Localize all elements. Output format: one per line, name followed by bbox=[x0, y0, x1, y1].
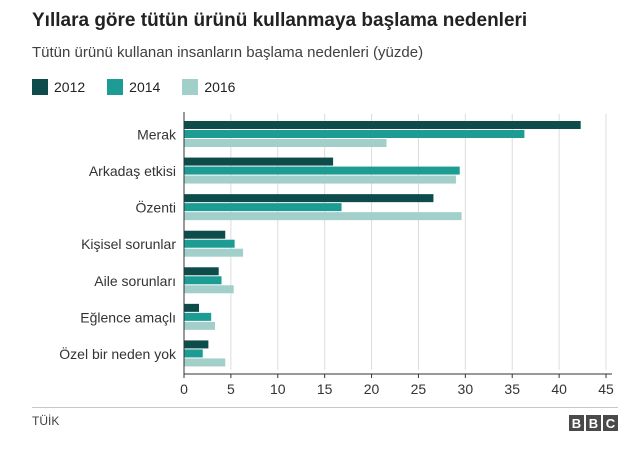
chart-subtitle: Tütün ürünü kullanan insanların başlama … bbox=[32, 44, 424, 61]
category-label: Kişisel sorunlar bbox=[81, 236, 176, 252]
bbc-logo-letter: B bbox=[586, 415, 601, 431]
x-tick-label: 40 bbox=[551, 381, 567, 397]
bar-e-lence-ama-l-2016 bbox=[184, 321, 215, 330]
bar-zenti-2014 bbox=[184, 203, 342, 212]
x-tick-label: 0 bbox=[180, 381, 188, 397]
bar-merak-2016 bbox=[184, 139, 387, 147]
x-tick-label: 5 bbox=[227, 381, 235, 397]
bar-zenti-2012 bbox=[184, 194, 434, 203]
x-tick-label: 30 bbox=[458, 381, 474, 397]
legend-label-2012: 2012 bbox=[54, 79, 86, 95]
bar-arkada-etkisi-2016 bbox=[184, 175, 456, 184]
bar-ki-isel-sorunlar-2014 bbox=[184, 239, 235, 248]
bar-e-lence-ama-l-2012 bbox=[184, 303, 200, 312]
bar-aile-sorunlar-2016 bbox=[184, 285, 234, 294]
legend-item-2014: 2014 bbox=[107, 79, 160, 95]
x-tick-label: 35 bbox=[504, 381, 520, 397]
bbc-logo-letter: B bbox=[569, 415, 584, 431]
category-label: Merak bbox=[137, 127, 177, 143]
legend-swatch-2012 bbox=[32, 79, 48, 95]
bar-arkada-etkisi-2012 bbox=[184, 157, 334, 166]
legend: 2012 2014 2016 bbox=[32, 79, 257, 95]
bar-zel-bir-neden-yok-2012 bbox=[184, 340, 209, 349]
legend-swatch-2016 bbox=[182, 79, 199, 95]
bar-ki-isel-sorunlar-2012 bbox=[184, 230, 226, 239]
bar-e-lence-ama-l-2014 bbox=[184, 312, 212, 321]
category-label: Eğlence amaçlı bbox=[80, 309, 176, 325]
x-tick-label: 25 bbox=[411, 381, 427, 397]
legend-swatch-2014 bbox=[107, 79, 124, 95]
legend-item-2016: 2016 bbox=[182, 79, 235, 95]
bar-arkada-etkisi-2014 bbox=[184, 166, 460, 175]
x-tick-label: 20 bbox=[364, 381, 380, 397]
bar-aile-sorunlar-2012 bbox=[184, 267, 219, 276]
category-label: Özenti bbox=[136, 199, 176, 216]
bbc-logo-letter: C bbox=[603, 415, 618, 431]
legend-label-2016: 2016 bbox=[204, 79, 236, 95]
x-tick-label: 45 bbox=[598, 381, 614, 397]
chart-title: Yıllara göre tütün ürünü kullanmaya başl… bbox=[32, 10, 528, 31]
bar-ki-isel-sorunlar-2016 bbox=[184, 248, 244, 257]
legend-label-2014: 2014 bbox=[129, 79, 161, 95]
source-label: TÜİK bbox=[32, 414, 60, 428]
bbc-logo: B B C bbox=[567, 415, 618, 431]
x-tick-label: 15 bbox=[317, 381, 333, 397]
source-divider bbox=[32, 407, 618, 408]
bar-merak-2014 bbox=[184, 130, 525, 138]
category-label: Özel bir neden yok bbox=[59, 345, 177, 362]
legend-item-2012: 2012 bbox=[32, 79, 85, 95]
bar-merak-2012 bbox=[184, 121, 581, 129]
bar-aile-sorunlar-2014 bbox=[184, 276, 222, 285]
x-tick-label: 10 bbox=[270, 381, 286, 397]
bar-zel-bir-neden-yok-2016 bbox=[184, 358, 226, 367]
bar-zenti-2016 bbox=[184, 212, 462, 221]
category-label: Arkadaş etkisi bbox=[89, 163, 176, 179]
bar-zel-bir-neden-yok-2014 bbox=[184, 349, 203, 358]
category-label: Aile sorunları bbox=[94, 273, 176, 289]
